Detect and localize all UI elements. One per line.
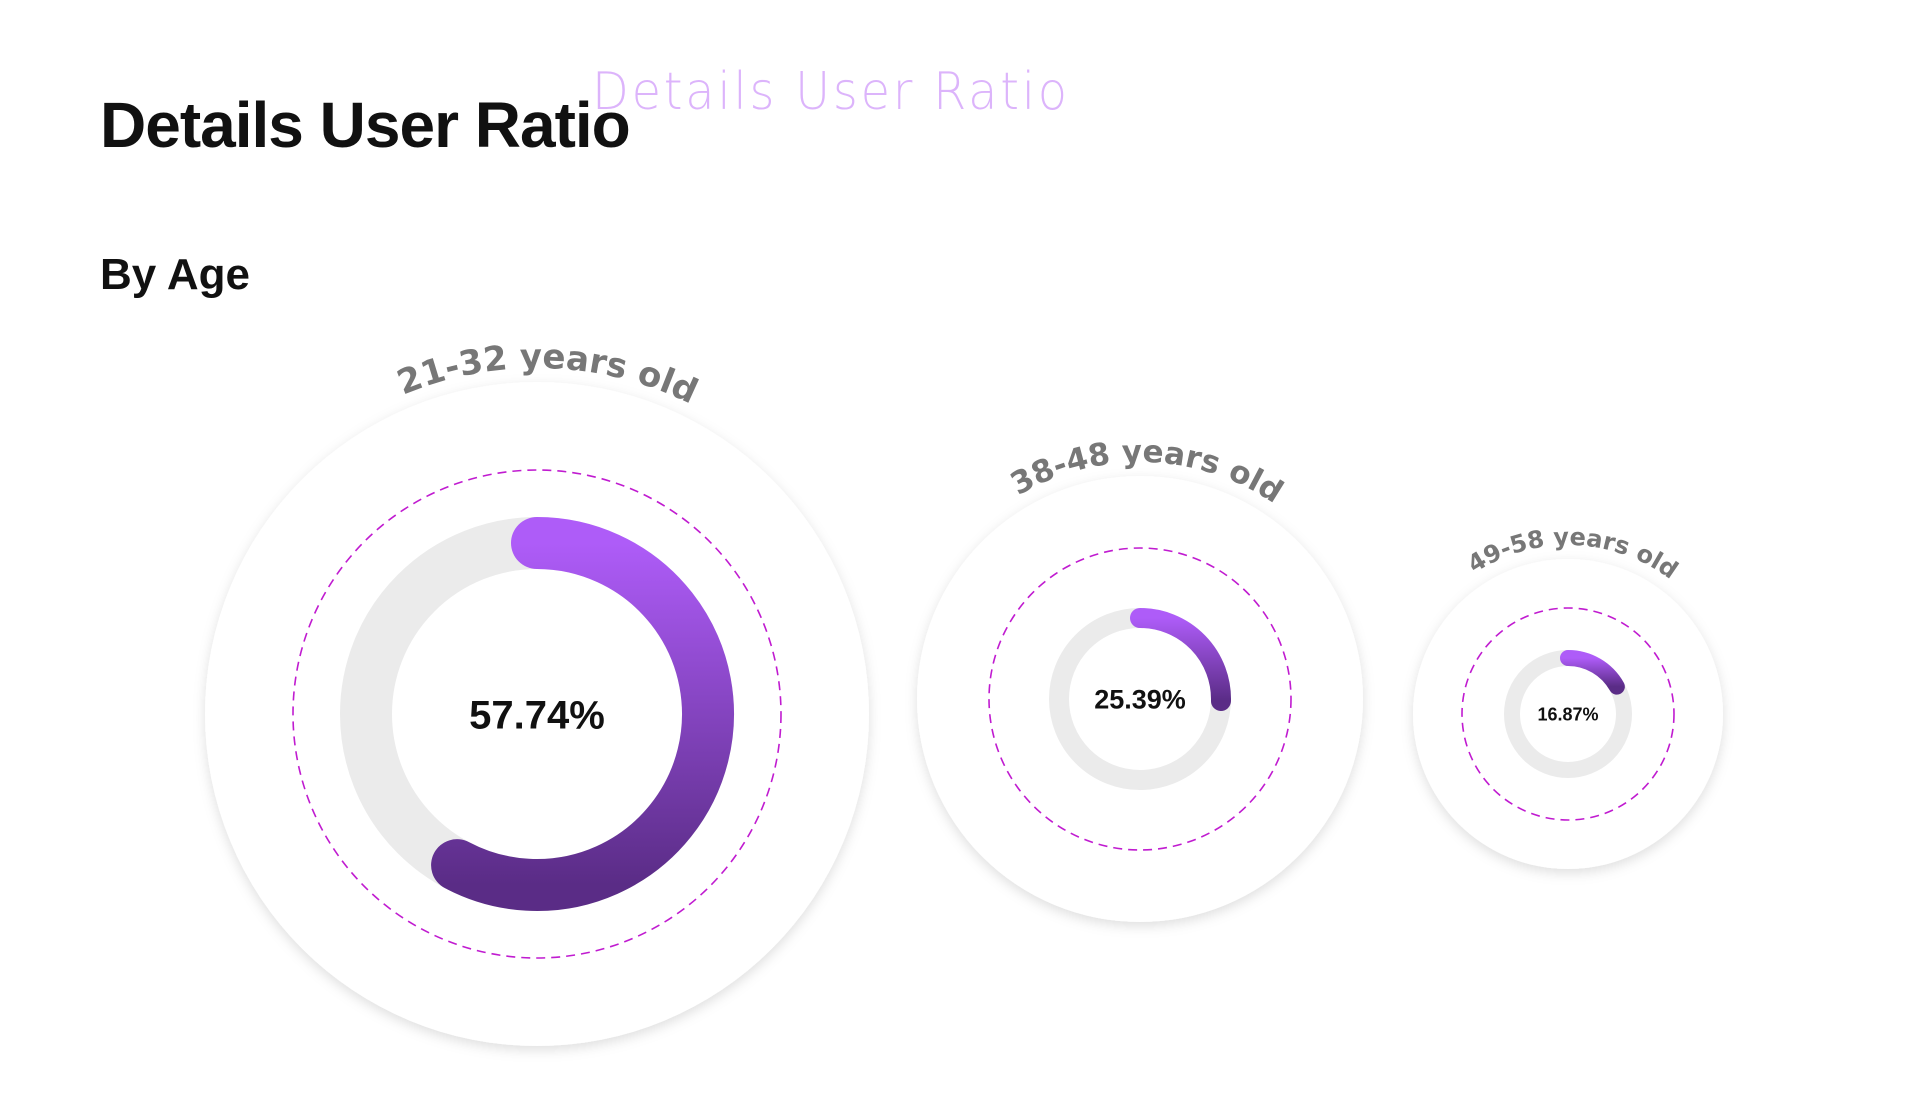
outer-circle (1413, 559, 1723, 869)
progress-arc (1130, 608, 1231, 711)
dashed-ring (1461, 607, 1675, 821)
dashed-ring (988, 547, 1292, 851)
percent-label: 16.87% (1537, 704, 1598, 724)
outer-circle (205, 382, 869, 1046)
outer-circle (917, 476, 1363, 922)
dashed-ring (292, 469, 782, 959)
page-title: Details User Ratio (100, 89, 631, 161)
progress-arc (431, 517, 734, 911)
donut-1: 57.74%21-32 years old (205, 337, 869, 1046)
percent-label: 25.39% (1094, 685, 1186, 715)
donut-2: 25.39%38-48 years old (917, 434, 1363, 922)
donut-3: 16.87%49-58 years old (1413, 523, 1723, 869)
handwritten-title-overlay: Details User Ratio (592, 62, 1070, 122)
percent-label: 57.74% (469, 693, 605, 737)
progress-arc (1560, 650, 1625, 695)
section-subtitle: By Age (100, 250, 250, 299)
